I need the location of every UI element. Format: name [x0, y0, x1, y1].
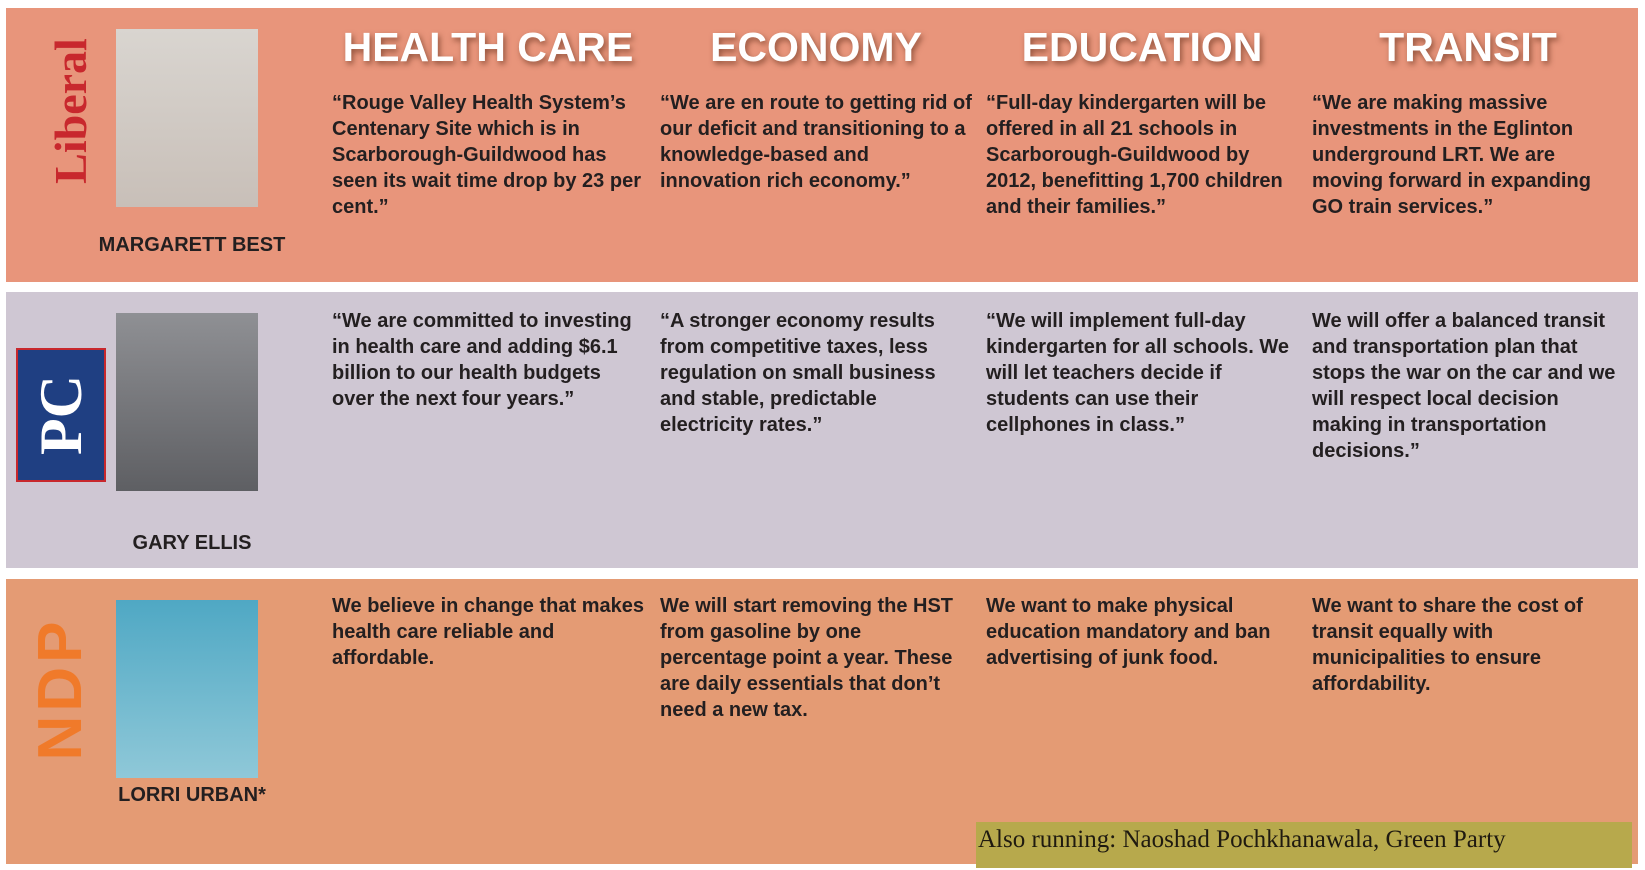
quote: “We are committed to investing in health… — [332, 310, 632, 410]
party-logo-box: PC — [16, 348, 106, 482]
candidate-photo — [116, 29, 258, 207]
quote: We believe in change that makes health c… — [332, 595, 644, 669]
quote: “We are making massive investments in th… — [1312, 92, 1591, 218]
candidate-name: LORRI URBAN* — [118, 784, 266, 806]
party-logo: Liberal — [45, 38, 96, 184]
quote: We want to share the cost of transit equ… — [1312, 595, 1583, 695]
quote: We will offer a balanced transit and tra… — [1312, 310, 1616, 462]
party-logo: PC — [28, 375, 94, 455]
topic-header: ECONOMY — [710, 24, 922, 70]
party-logo: NDP — [26, 617, 95, 761]
quote: “Full-day kindergarten will be offered i… — [986, 92, 1283, 218]
footer-note: Also running: Naoshad Pochkhanawala, Gre… — [976, 822, 1632, 868]
topic-header: HEALTH CARE — [342, 24, 634, 70]
candidate-photo — [116, 313, 258, 491]
topic-header: TRANSIT — [1379, 24, 1557, 70]
topic-header: EDUCATION — [1021, 24, 1263, 70]
quote: We will start removing the HST from gaso… — [660, 595, 954, 721]
party-row: NDP LORRI URBAN* We believe in change that… — [6, 579, 1638, 864]
quote: “Rouge Valley Health System’s Centenary … — [332, 92, 641, 218]
party-row: PC GARY ELLIS “We are committed to investi… — [6, 292, 1638, 568]
quote: We want to make physical education manda… — [986, 595, 1271, 669]
candidate-name: MARGARETT BEST — [98, 234, 286, 256]
candidate-name: GARY ELLIS — [132, 532, 252, 554]
quote: “A stronger economy results from competi… — [660, 310, 936, 436]
party-row: Liberal MARGARETT BEST “Rouge Valley Healt… — [6, 8, 1638, 282]
quote: “We are en route to getting rid of our d… — [660, 92, 972, 192]
quote: “We will implement full-day kindergarten… — [986, 310, 1290, 436]
candidate-photo — [116, 600, 258, 778]
